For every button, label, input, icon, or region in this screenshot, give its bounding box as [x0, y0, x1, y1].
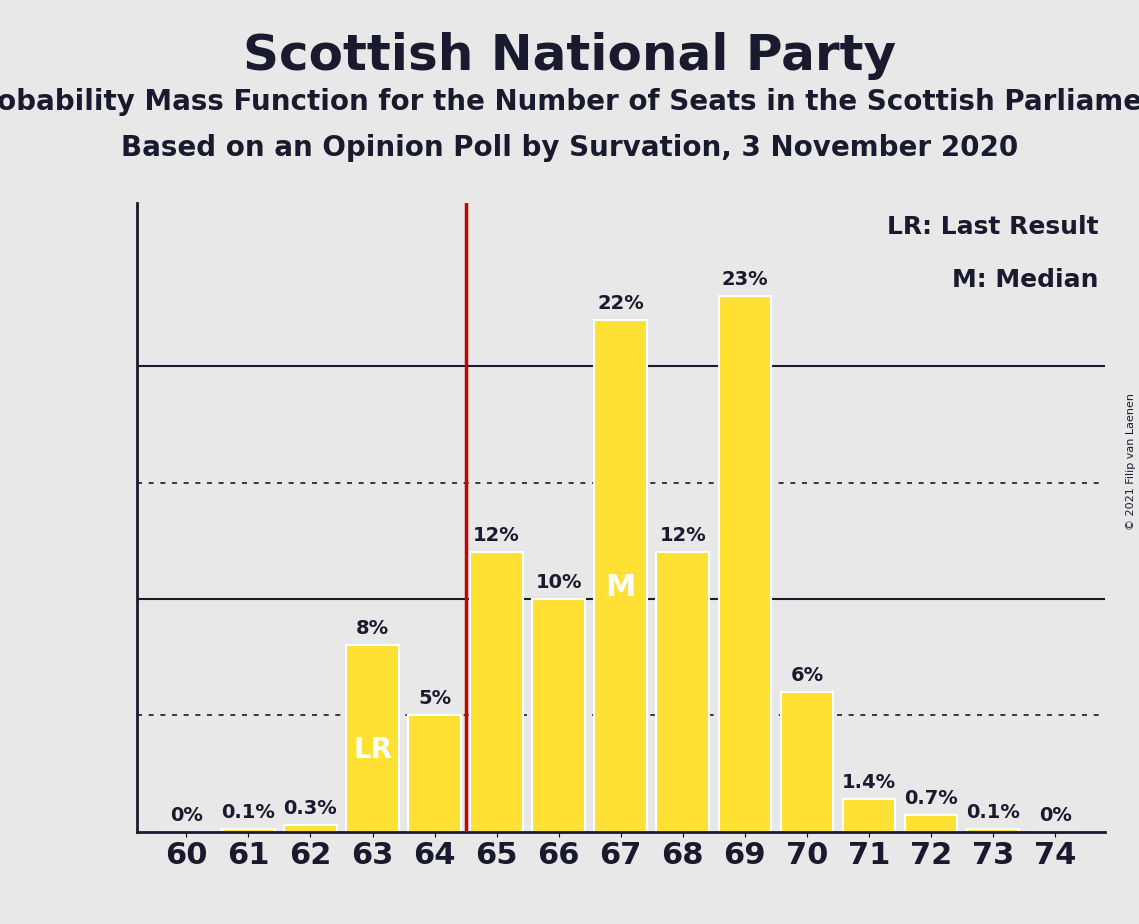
Bar [532, 599, 585, 832]
Text: 12%: 12% [474, 527, 521, 545]
Bar [346, 646, 399, 832]
Text: 1.4%: 1.4% [842, 773, 896, 792]
Text: Based on an Opinion Poll by Survation, 3 November 2020: Based on an Opinion Poll by Survation, 3… [121, 134, 1018, 162]
Text: 22%: 22% [597, 294, 645, 312]
Text: 8%: 8% [357, 619, 390, 638]
Text: 5%: 5% [418, 689, 451, 709]
Text: 12%: 12% [659, 527, 706, 545]
Bar [408, 715, 461, 832]
Text: 0%: 0% [1039, 806, 1072, 824]
Bar [284, 824, 337, 832]
Bar [470, 553, 523, 832]
Text: 0%: 0% [170, 806, 203, 824]
Text: 0.1%: 0.1% [221, 803, 276, 822]
Bar [780, 692, 834, 832]
Text: © 2021 Filip van Laenen: © 2021 Filip van Laenen [1126, 394, 1136, 530]
Bar [656, 553, 710, 832]
Text: 0.3%: 0.3% [284, 798, 337, 818]
Text: 6%: 6% [790, 666, 823, 685]
Text: LR: LR [353, 736, 392, 764]
Text: M: Median: M: Median [952, 269, 1099, 292]
Bar [222, 829, 274, 832]
Bar [967, 829, 1019, 832]
Text: 0.1%: 0.1% [966, 803, 1021, 822]
Bar [595, 320, 647, 832]
Text: 10%: 10% [535, 573, 582, 592]
Bar [904, 815, 958, 832]
Bar [719, 297, 771, 832]
Text: M: M [606, 573, 636, 602]
Bar [843, 799, 895, 832]
Text: LR: Last Result: LR: Last Result [887, 215, 1099, 239]
Text: Scottish National Party: Scottish National Party [243, 32, 896, 80]
Text: 0.7%: 0.7% [904, 789, 958, 808]
Text: 23%: 23% [722, 271, 768, 289]
Text: Probability Mass Function for the Number of Seats in the Scottish Parliament: Probability Mass Function for the Number… [0, 88, 1139, 116]
